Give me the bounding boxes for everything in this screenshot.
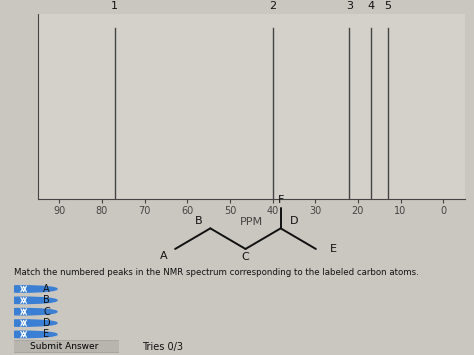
Text: A: A (160, 251, 167, 261)
X-axis label: PPM: PPM (240, 217, 263, 227)
Text: A: A (44, 284, 50, 294)
Text: E: E (330, 244, 337, 254)
Text: C: C (242, 252, 249, 262)
Circle shape (0, 286, 57, 292)
Text: 5: 5 (384, 0, 391, 11)
Circle shape (0, 308, 57, 315)
Text: E: E (44, 329, 50, 339)
Text: 3: 3 (346, 0, 353, 11)
Text: B: B (44, 295, 50, 305)
Text: 2: 2 (269, 0, 276, 11)
Circle shape (0, 331, 57, 338)
Text: F: F (277, 195, 284, 205)
Text: B: B (195, 217, 202, 226)
Circle shape (0, 297, 57, 304)
Text: Submit Answer: Submit Answer (30, 342, 99, 351)
FancyBboxPatch shape (10, 340, 123, 353)
Circle shape (0, 320, 57, 326)
Text: D: D (44, 318, 51, 328)
Text: 4: 4 (367, 0, 374, 11)
Text: 1: 1 (111, 0, 118, 11)
Text: Match the numbered peaks in the NMR spectrum corresponding to the labeled carbon: Match the numbered peaks in the NMR spec… (14, 268, 419, 277)
Text: C: C (44, 307, 50, 317)
Text: D: D (290, 217, 299, 226)
Text: Tries 0/3: Tries 0/3 (142, 342, 183, 352)
